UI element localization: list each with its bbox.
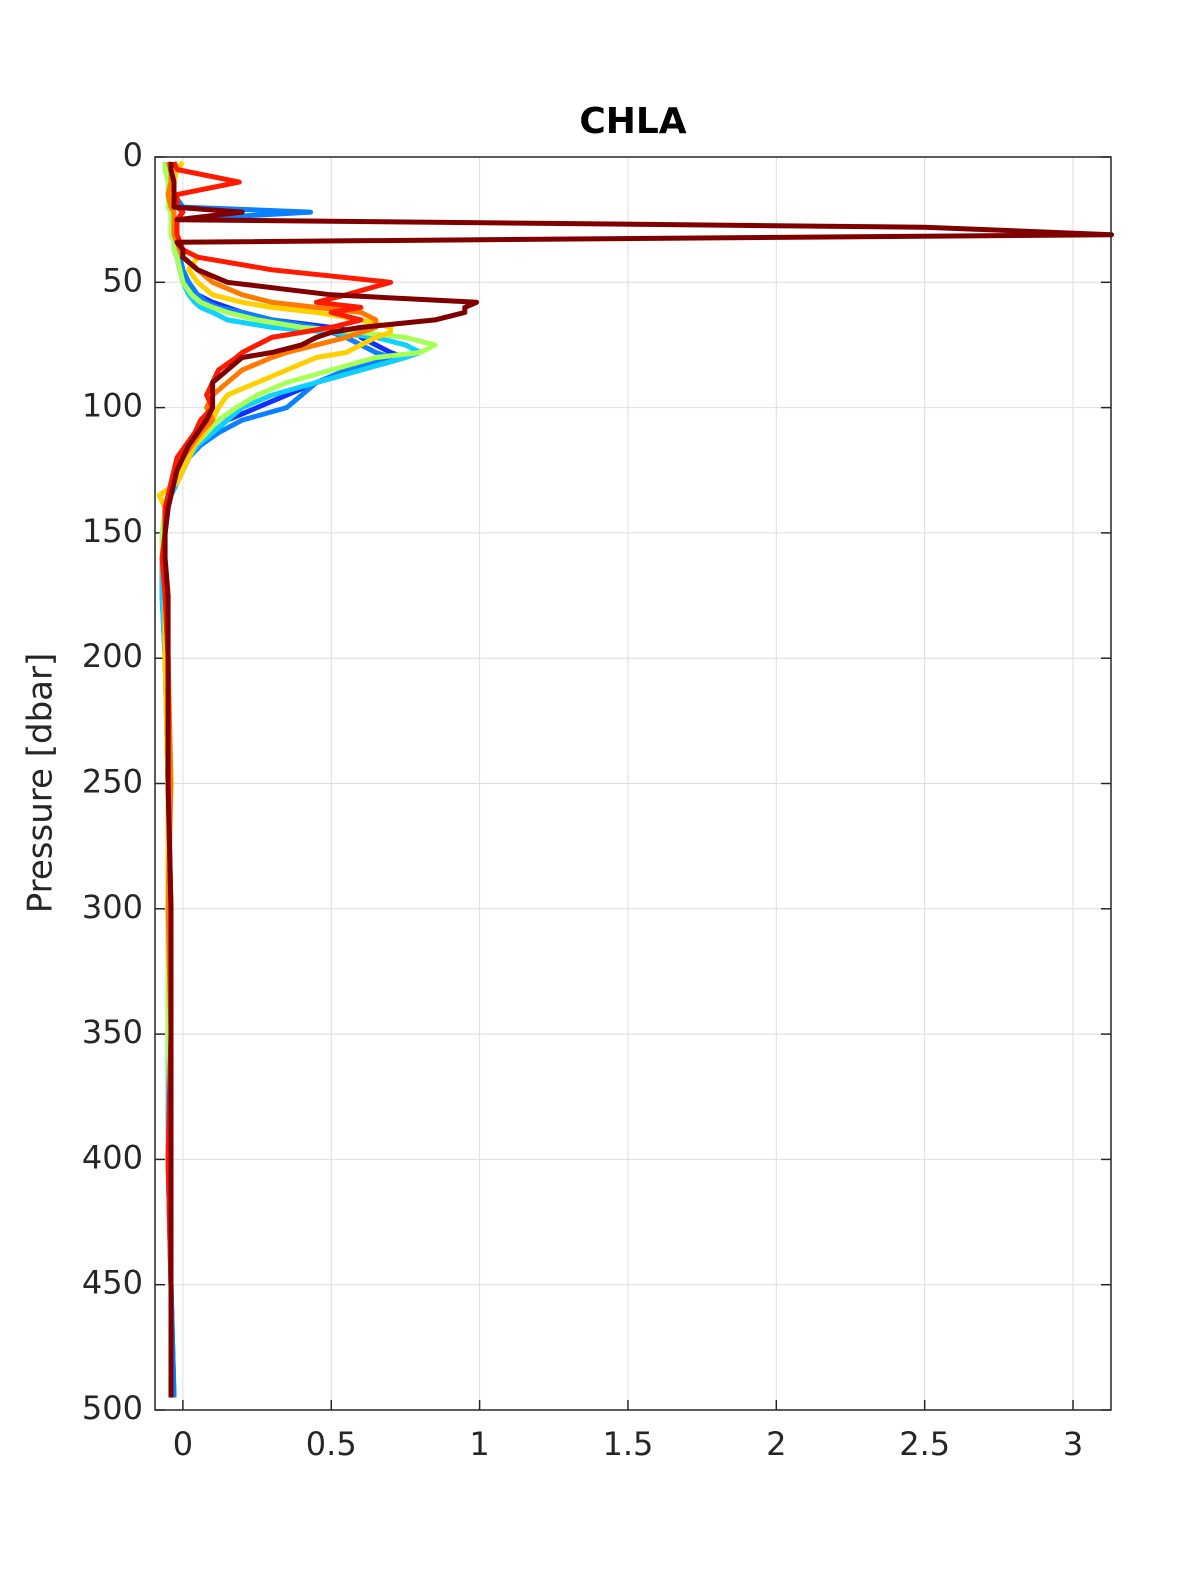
y-tick-label: 350 [82,1013,143,1051]
y-tick-label: 500 [82,1389,143,1427]
y-tick-label: 0 [123,136,143,174]
x-tick-label: 0.5 [306,1425,357,1463]
chart-title: CHLA [579,101,686,142]
x-tick-label: 1 [469,1425,489,1463]
axes-box [154,156,1112,1411]
x-tick-label: 2.5 [899,1425,950,1463]
x-tick-label: 0 [173,1425,193,1463]
y-tick-label: 150 [82,512,143,550]
profile-line [162,162,1115,1398]
y-tick-label: 400 [82,1138,143,1176]
y-tick-label: 100 [82,387,143,425]
y-tick-label: 200 [82,637,143,675]
x-tick-label: 3 [1063,1425,1083,1463]
x-tick-label: 1.5 [603,1425,654,1463]
y-tick-label: 250 [82,763,143,801]
x-tick-label: 2 [766,1425,786,1463]
profile-line [156,160,394,1398]
y-axis-label: Pressure [dbar] [21,653,61,914]
profile-line [159,161,394,1398]
y-tick-label: 300 [82,888,143,926]
profile-line [159,161,379,1398]
y-tick-label: 450 [82,1264,143,1302]
y-tick-label: 50 [102,261,143,299]
